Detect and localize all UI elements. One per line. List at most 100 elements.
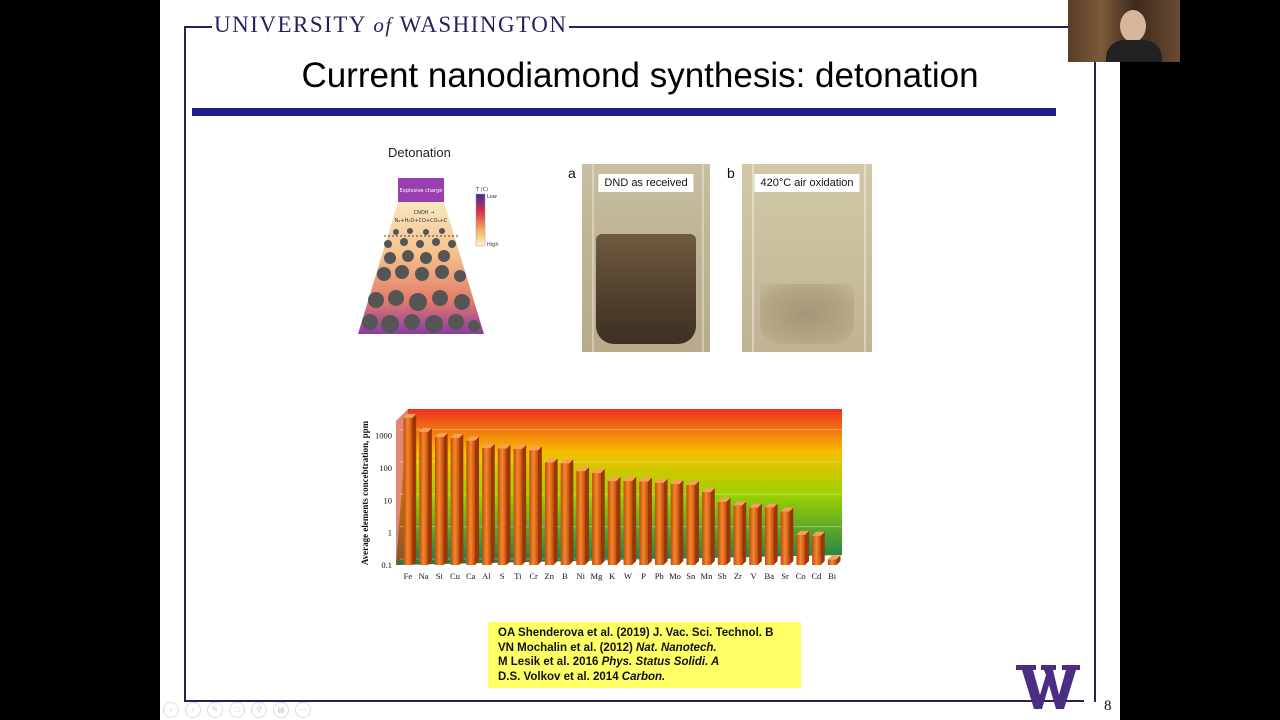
bar-Cd [812, 535, 821, 565]
zoom-icon[interactable]: ⚲ [251, 702, 267, 718]
bar-W [623, 480, 633, 565]
bar-side [537, 446, 542, 565]
bar-top [654, 478, 668, 483]
prev-icon[interactable]: ‹ [163, 702, 179, 718]
citation-4: D.S. Volkov et al. 2014 Carbon. [498, 670, 666, 683]
y-tick-label: 1 [388, 528, 392, 538]
bar-Zr [733, 505, 743, 565]
subtitles-icon[interactable]: ▤ [273, 702, 289, 718]
photo-b-tag: 420°C air oxidation [754, 174, 860, 192]
bar-top [560, 459, 574, 464]
x-tick-label: Bi [828, 571, 837, 581]
bar-top [702, 488, 715, 493]
more-icon[interactable]: ⋯ [295, 702, 311, 718]
bar-top [466, 436, 480, 441]
reaction-text: CNOH → [414, 210, 435, 216]
bar-top [733, 501, 747, 506]
presenter-head [1120, 10, 1146, 42]
bar-top [639, 477, 652, 482]
bar-side [836, 555, 841, 565]
bar-top [419, 427, 432, 432]
detonation-label: Detonation [388, 145, 451, 160]
presenter-webcam [1068, 0, 1180, 62]
bar-side [757, 503, 762, 565]
pen-icon[interactable]: ✎ [207, 702, 223, 718]
bar-top [780, 507, 794, 512]
x-tick-label: Pb [655, 571, 664, 581]
x-tick-label: Mo [669, 571, 681, 581]
x-tick-label: Mg [591, 571, 604, 581]
bar-top [450, 433, 464, 438]
bar-Sn [686, 484, 696, 565]
scale-low: Low [487, 194, 497, 200]
bar-side [742, 501, 747, 565]
bar-side [663, 478, 668, 565]
element-concentration-chart: Average elements concebtration, ppm 0.1 1… [360, 409, 842, 581]
bar-Sr [780, 511, 790, 565]
bar-top [513, 444, 527, 449]
bar-side [789, 507, 794, 565]
page-number: 8 [1104, 698, 1112, 714]
bar-Co [796, 534, 806, 565]
title-underline-bar [192, 108, 1056, 116]
bar-Mn [702, 492, 711, 565]
bar-side [616, 476, 621, 565]
bar-Zn [544, 462, 554, 565]
temperature-scale [475, 193, 486, 247]
bar-side [427, 427, 432, 565]
next-icon[interactable]: › [185, 702, 201, 718]
bar-Si [434, 437, 444, 565]
bar-side [522, 444, 527, 565]
bar-top [576, 467, 590, 472]
bar-top [796, 530, 810, 535]
y-tick-label: 10 [384, 495, 393, 505]
bar-Cr [529, 450, 538, 565]
bar-side [475, 436, 480, 565]
bar-Bi [827, 559, 837, 565]
x-tick-label: Ca [466, 571, 476, 581]
bar-side [710, 488, 715, 565]
x-tick-label: Cd [811, 571, 822, 581]
bar-side [632, 476, 637, 565]
bar-Sb [717, 501, 727, 565]
frame-right-line [1094, 62, 1096, 702]
citation-2: VN Mochalin et al. (2012) Nat. Nanotech. [498, 641, 717, 654]
bar-top [670, 479, 684, 484]
presenter-body [1106, 40, 1162, 62]
bar-side [585, 467, 590, 565]
bar-side [820, 531, 825, 565]
scale-title: T (C) [475, 187, 488, 193]
bar-side [600, 468, 605, 565]
bar-top [717, 497, 731, 502]
x-tick-label: Co [796, 571, 806, 581]
bar-side [553, 458, 558, 565]
slide: UNIVERSITY of WASHINGTON Current nanodia… [160, 0, 1120, 720]
bar-Al [482, 447, 491, 565]
bar-Mg [592, 472, 601, 565]
bar-side [459, 433, 464, 565]
y-tick-label: 0.1 [381, 560, 392, 570]
bar-top [529, 446, 542, 451]
bar-side [805, 530, 810, 565]
explosive-charge-block [398, 178, 444, 202]
chart-xlabels: Fe Na Si Cu Ca Al S Ti Cr Zn B Ni Mg K W P Pb Mo Sn Mn Sb Zr V… [404, 571, 837, 581]
x-tick-label: Ni [576, 571, 585, 581]
x-tick-label: Sb [718, 571, 727, 581]
bar-P [639, 481, 648, 565]
bar-top [434, 433, 448, 438]
x-tick-label: Zn [545, 571, 555, 581]
bar-side [412, 414, 417, 565]
frame-top-line [184, 26, 1096, 28]
bar-top [607, 476, 621, 481]
bar-Mo [670, 483, 680, 565]
bar-side [443, 433, 448, 565]
chart-yticks: 0.1 1 10 100 1000 [375, 431, 392, 570]
cursor-icon[interactable]: □ [229, 702, 245, 718]
x-tick-label: V [751, 571, 758, 581]
frame-bottom-line [184, 700, 1084, 702]
university-header: UNIVERSITY of WASHINGTON [212, 12, 570, 38]
x-tick-label: Fe [404, 571, 413, 581]
x-tick-label: Sn [686, 571, 696, 581]
bar-Ni [576, 471, 586, 565]
bar-top [812, 531, 825, 536]
